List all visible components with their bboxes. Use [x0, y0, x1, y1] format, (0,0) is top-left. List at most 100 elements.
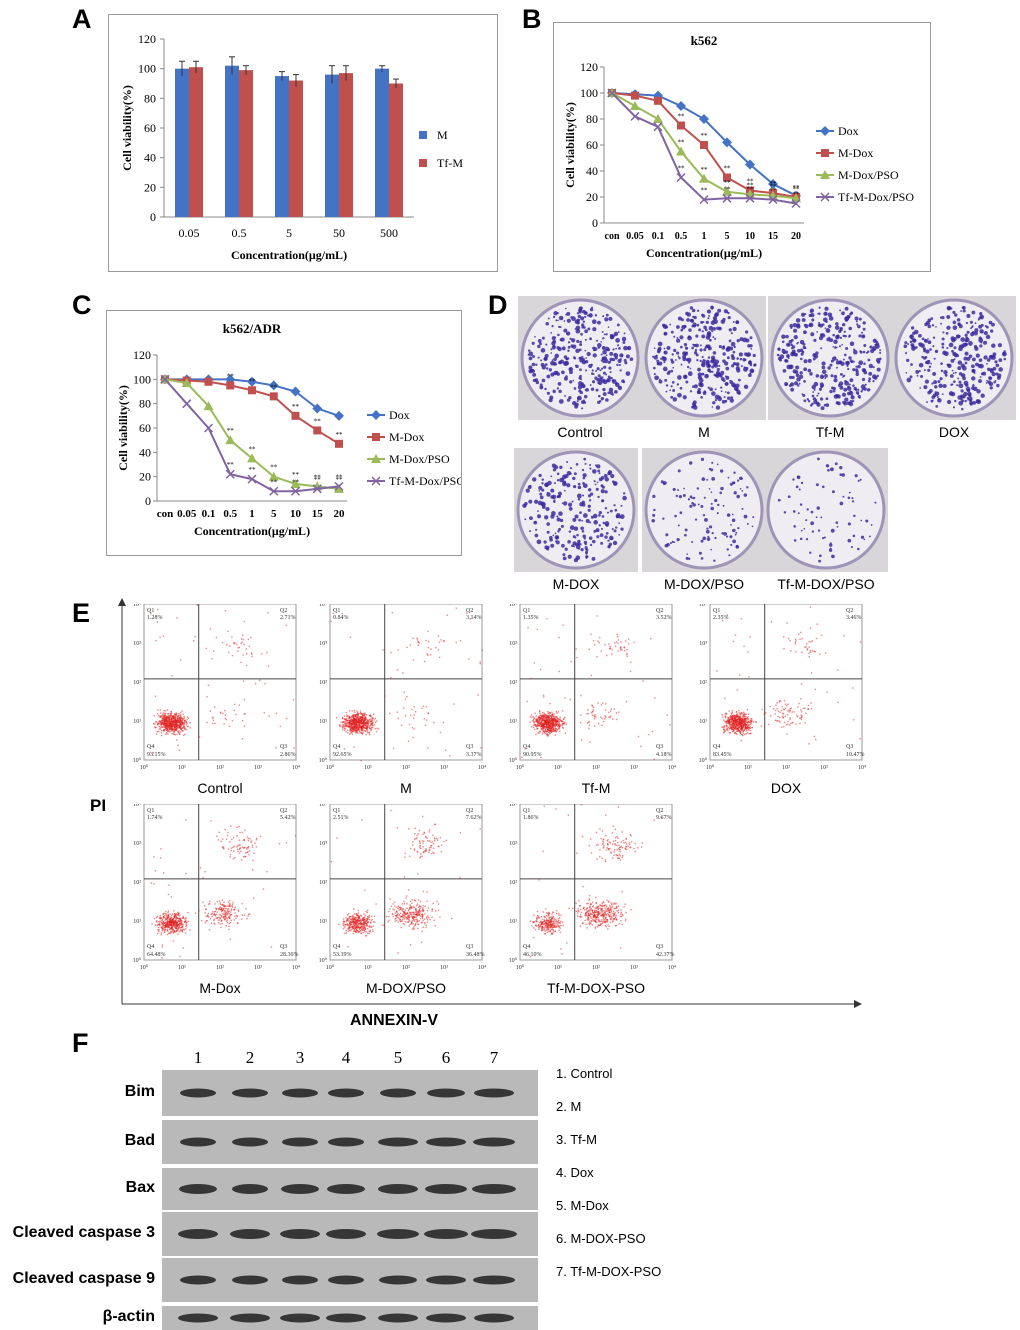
panel-label-c: C — [72, 292, 92, 319]
colony — [741, 478, 743, 480]
colony — [799, 383, 801, 385]
colony — [654, 347, 656, 349]
event-dot — [779, 717, 780, 718]
colony — [537, 510, 539, 512]
colony — [960, 310, 962, 312]
event-dot — [542, 719, 543, 720]
event-dot — [549, 724, 550, 725]
event-dot — [725, 716, 726, 717]
event-dot — [266, 652, 267, 653]
legend-label: M-Dox — [838, 146, 873, 160]
event-dot — [563, 727, 564, 728]
event-dot — [175, 724, 176, 725]
colony — [950, 384, 952, 386]
quadrant-name: Q3 — [846, 744, 853, 750]
colony — [558, 511, 563, 516]
colony — [589, 464, 591, 466]
event-dot — [479, 661, 480, 662]
colony — [528, 351, 533, 356]
colony — [935, 350, 938, 353]
colony — [820, 397, 823, 400]
event-dot — [779, 700, 780, 701]
event-dot — [357, 729, 358, 730]
colony — [982, 372, 986, 376]
significance-label: ** — [249, 377, 257, 385]
event-dot — [208, 685, 209, 686]
colony — [553, 345, 555, 347]
colony — [569, 380, 572, 383]
colony — [605, 398, 609, 402]
event-dot — [745, 727, 746, 728]
event-dot — [421, 708, 422, 709]
colony — [952, 370, 954, 372]
event-dot — [800, 709, 801, 710]
event-dot — [790, 710, 791, 711]
colony — [690, 495, 693, 498]
colony — [827, 469, 830, 472]
colony — [941, 316, 944, 319]
legend-label: M-Dox/PSO — [389, 452, 450, 466]
colony — [819, 554, 822, 557]
colony — [730, 399, 734, 403]
event-dot — [397, 649, 398, 650]
colony — [547, 481, 552, 486]
event-dot — [560, 721, 561, 722]
quadrant-q4-value: 92.65% — [333, 752, 352, 758]
colony — [960, 394, 964, 398]
colony — [627, 347, 629, 349]
event-dot — [723, 719, 724, 720]
data-point — [821, 149, 829, 157]
colony — [577, 400, 579, 402]
event-dot — [594, 725, 595, 726]
significance-label: ** — [227, 427, 235, 435]
event-dot — [617, 650, 618, 651]
event-dot — [789, 717, 790, 718]
event-dot — [371, 718, 372, 719]
colony — [704, 360, 706, 362]
colony-dish — [518, 296, 642, 420]
colony — [812, 395, 815, 398]
colony — [814, 382, 819, 387]
colony — [591, 372, 594, 375]
legend-label: Tf-M — [437, 156, 463, 170]
significance-label: ** — [770, 187, 778, 195]
colony — [544, 388, 546, 390]
legend-label: M-Dox — [389, 430, 424, 444]
event-dot — [214, 706, 215, 707]
event-dot — [537, 726, 538, 727]
event-dot — [175, 719, 176, 720]
event-dot — [156, 917, 157, 918]
colony — [558, 326, 560, 328]
event-dot — [157, 713, 158, 714]
colony — [592, 557, 596, 561]
event-dot — [588, 649, 589, 650]
colony — [863, 539, 865, 541]
y-tick-label: 20 — [139, 470, 151, 484]
event-dot — [539, 731, 540, 732]
colony — [654, 355, 658, 359]
event-dot — [549, 703, 550, 704]
colony — [705, 329, 708, 332]
event-dot — [155, 640, 156, 641]
event-dot — [837, 702, 838, 703]
colony — [851, 546, 853, 548]
colony — [678, 357, 680, 359]
event-dot — [535, 713, 536, 714]
colony — [600, 533, 604, 537]
significance-label: ** — [270, 464, 278, 472]
colony — [910, 335, 913, 338]
event-dot — [599, 637, 600, 638]
bar — [389, 84, 403, 218]
colony — [606, 378, 610, 382]
colony — [930, 363, 932, 365]
colony — [997, 374, 1001, 378]
colony — [731, 354, 734, 357]
event-dot — [628, 643, 629, 644]
colony — [586, 312, 588, 314]
event-dot — [353, 719, 354, 720]
colony — [589, 521, 591, 523]
colony — [799, 489, 801, 491]
colony — [848, 496, 851, 499]
colony — [810, 404, 812, 406]
event-dot — [366, 723, 367, 724]
